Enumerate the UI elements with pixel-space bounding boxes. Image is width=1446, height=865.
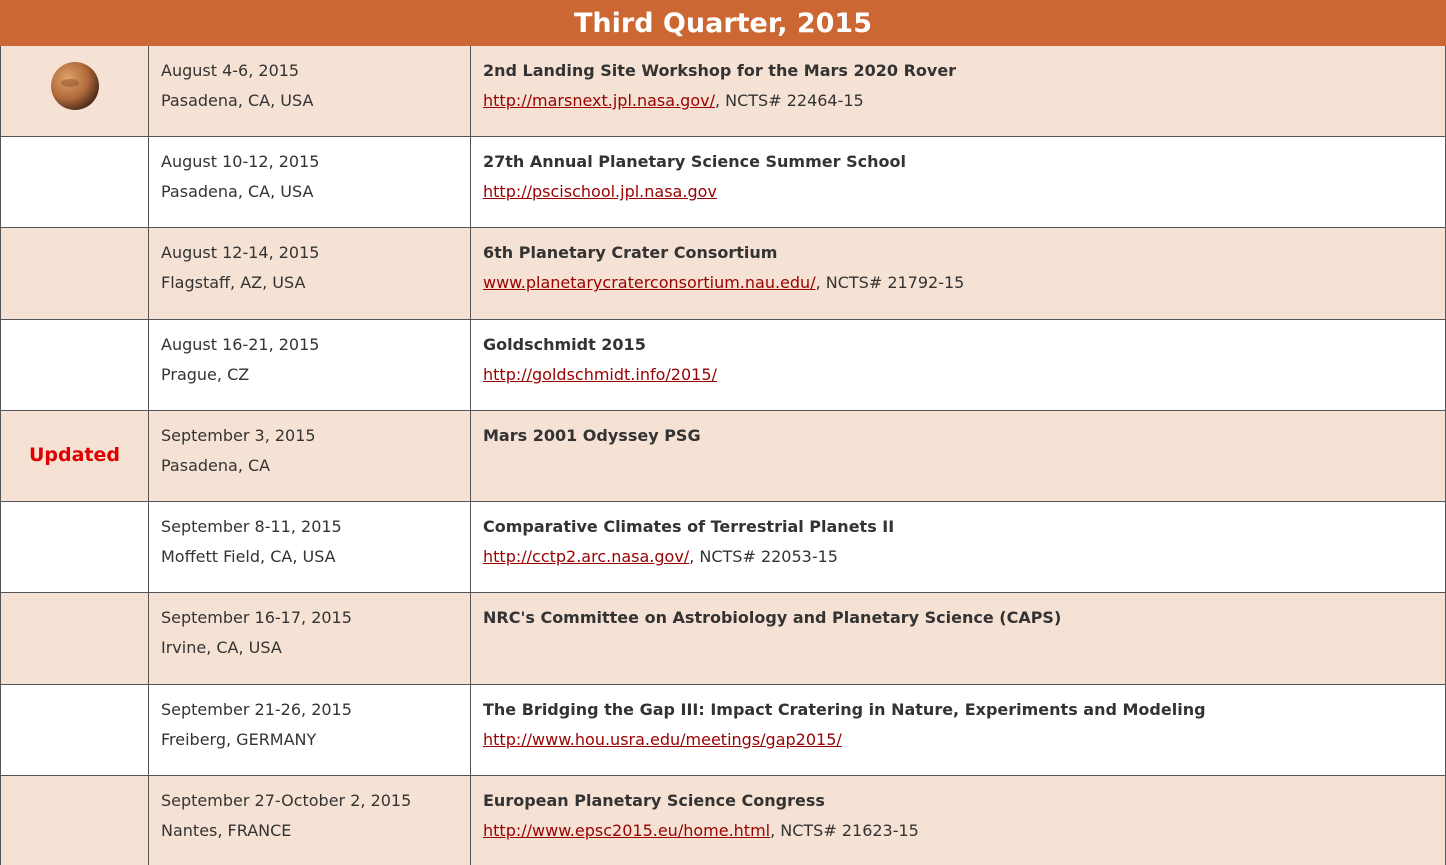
event-title: The Bridging the Gap III: Impact Crateri… — [483, 695, 1433, 725]
ncts-number: , NCTS# 22053-15 — [689, 547, 838, 566]
event-date: August 10-12, 2015 — [161, 147, 458, 177]
event-title: Goldschmidt 2015 — [483, 330, 1433, 360]
status-cell — [1, 319, 149, 410]
event-link[interactable]: www.planetarycraterconsortium.nau.edu/ — [483, 273, 816, 292]
event-cell: Mars 2001 Odyssey PSG — [471, 410, 1446, 501]
table-title: Third Quarter, 2015 — [1, 1, 1446, 46]
event-cell: Goldschmidt 2015 http://goldschmidt.info/… — [471, 319, 1446, 410]
event-links: http://www.epsc2015.eu/home.html, NCTS# … — [483, 816, 1433, 846]
status-cell — [1, 593, 149, 684]
event-date: September 27-October 2, 2015 — [161, 786, 458, 816]
event-link[interactable]: http://marsnext.jpl.nasa.gov/ — [483, 91, 715, 110]
event-title: 2nd Landing Site Workshop for the Mars 2… — [483, 56, 1433, 86]
header-row: Third Quarter, 2015 — [1, 1, 1446, 46]
event-location: Pasadena, CA — [161, 451, 458, 481]
event-link[interactable]: http://www.epsc2015.eu/home.html — [483, 821, 770, 840]
event-links: http://www.hou.usra.edu/meetings/gap2015… — [483, 725, 1433, 755]
event-links: http://marsnext.jpl.nasa.gov/, NCTS# 224… — [483, 86, 1433, 116]
event-date: September 16-17, 2015 — [161, 603, 458, 633]
event-location: Prague, CZ — [161, 360, 458, 390]
status-cell — [1, 502, 149, 593]
event-date: September 8-11, 2015 — [161, 512, 458, 542]
event-cell: NRC's Committee on Astrobiology and Plan… — [471, 593, 1446, 684]
event-cell: 27th Annual Planetary Science Summer Sch… — [471, 137, 1446, 228]
event-location: Irvine, CA, USA — [161, 633, 458, 663]
event-location: Freiberg, GERMANY — [161, 725, 458, 755]
event-date: August 4-6, 2015 — [161, 56, 458, 86]
event-title: Mars 2001 Odyssey PSG — [483, 421, 1433, 451]
event-links: http://pscischool.jpl.nasa.gov — [483, 177, 1433, 207]
event-location: Moffett Field, CA, USA — [161, 542, 458, 572]
ncts-number: , NCTS# 21792-15 — [816, 273, 965, 292]
status-cell — [1, 46, 149, 137]
event-date: September 3, 2015 — [161, 421, 458, 451]
event-title: European Planetary Science Congress — [483, 786, 1433, 816]
status-cell — [1, 137, 149, 228]
event-title: NRC's Committee on Astrobiology and Plan… — [483, 603, 1433, 633]
event-location: Pasadena, CA, USA — [161, 86, 458, 116]
event-link[interactable]: http://pscischool.jpl.nasa.gov — [483, 182, 717, 201]
event-location: Flagstaff, AZ, USA — [161, 268, 458, 298]
event-location: Pasadena, CA, USA — [161, 177, 458, 207]
event-cell: The Bridging the Gap III: Impact Crateri… — [471, 684, 1446, 775]
ncts-number: , NCTS# 22464-15 — [715, 91, 864, 110]
event-link[interactable]: http://cctp2.arc.nasa.gov/ — [483, 547, 689, 566]
event-links: http://cctp2.arc.nasa.gov/, NCTS# 22053-… — [483, 542, 1433, 572]
event-links: http://goldschmidt.info/2015/ — [483, 360, 1433, 390]
status-cell — [1, 775, 149, 865]
event-link[interactable]: http://goldschmidt.info/2015/ — [483, 365, 717, 384]
status-cell: Updated — [1, 410, 149, 501]
page: Third Quarter, 2015 August 4-6, 2015Pasa… — [0, 0, 1446, 865]
schedule-table: Third Quarter, 2015 August 4-6, 2015Pasa… — [0, 0, 1446, 865]
event-location: Nantes, FRANCE — [161, 816, 458, 846]
updated-badge: Updated — [29, 444, 120, 466]
event-cell: Comparative Climates of Terrestrial Plan… — [471, 502, 1446, 593]
status-cell — [1, 228, 149, 319]
event-link[interactable]: http://www.hou.usra.edu/meetings/gap2015… — [483, 730, 842, 749]
status-cell — [1, 684, 149, 775]
event-date: August 16-21, 2015 — [161, 330, 458, 360]
event-cell: 2nd Landing Site Workshop for the Mars 2… — [471, 46, 1446, 137]
event-date: August 12-14, 2015 — [161, 238, 458, 268]
event-title: Comparative Climates of Terrestrial Plan… — [483, 512, 1433, 542]
ncts-number: , NCTS# 21623-15 — [770, 821, 919, 840]
event-links: www.planetarycraterconsortium.nau.edu/, … — [483, 268, 1433, 298]
event-title: 27th Annual Planetary Science Summer Sch… — [483, 147, 1433, 177]
event-title: 6th Planetary Crater Consortium — [483, 238, 1433, 268]
event-date: September 21-26, 2015 — [161, 695, 458, 725]
mars-icon — [50, 61, 100, 111]
